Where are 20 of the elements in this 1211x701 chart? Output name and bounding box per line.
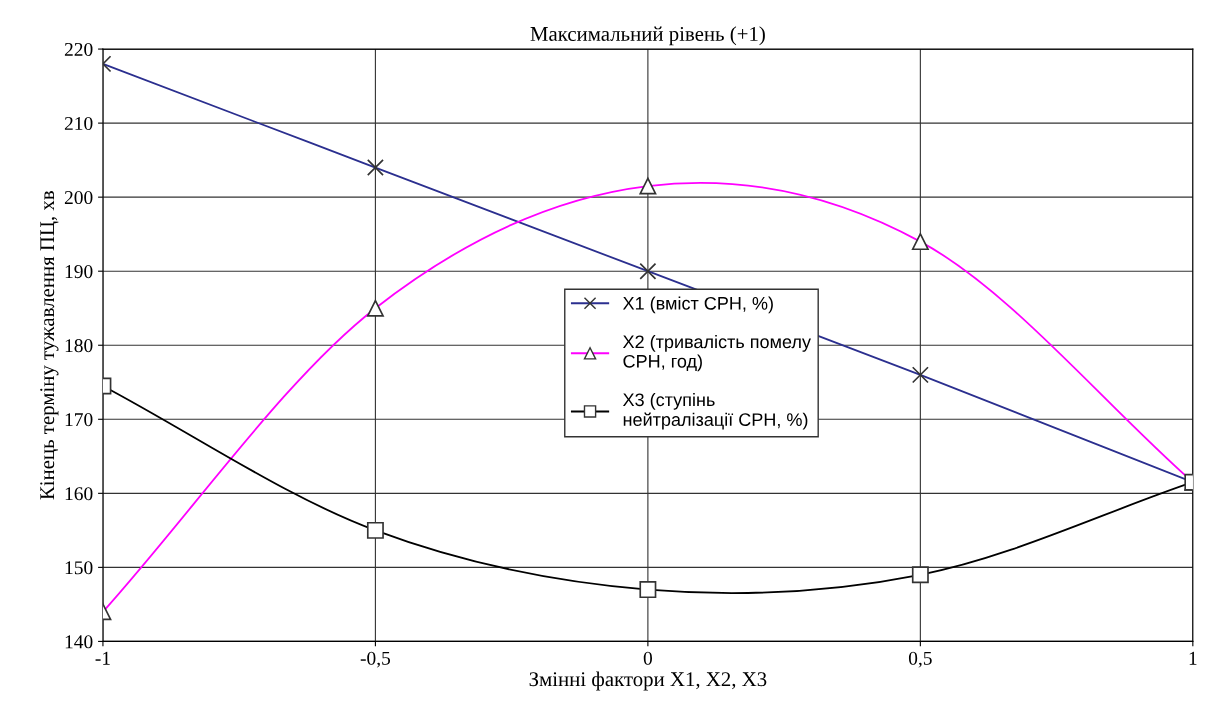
x-tick-label: 0,5	[908, 651, 932, 668]
y-tick-label: 220	[64, 42, 93, 57]
y-tick-label: 140	[65, 635, 93, 649]
legend-label: X2 (тривалість помелу СРН, год)	[622, 334, 811, 372]
x-tick-label: 1	[1189, 651, 1197, 665]
y-tick-label: 170	[65, 413, 93, 427]
x-axis-title: Змінні фактори X1, X2, X3	[529, 671, 767, 691]
x-tick-label: -0,5	[360, 651, 391, 668]
y-axis-title: Кінець терміну тужавлення ПЦ, хв	[40, 191, 59, 500]
y-tick-label: 150	[65, 561, 93, 575]
x-tick-label: -1	[95, 651, 110, 665]
legend-label: X3 (ступінь нейтралізації СРН, %)	[622, 392, 808, 430]
legend-label: X1 (вміст СРН, %)	[622, 296, 773, 314]
y-tick-label: 180	[65, 339, 93, 353]
y-tick-label: 160	[65, 487, 93, 501]
y-tick-label: 190	[65, 265, 93, 279]
x-tick-label: 0	[643, 651, 652, 665]
y-tick-label: 200	[64, 190, 93, 205]
y-tick-label: 210	[64, 116, 93, 131]
chart-title: Максимальний рівень (+1)	[530, 26, 765, 46]
